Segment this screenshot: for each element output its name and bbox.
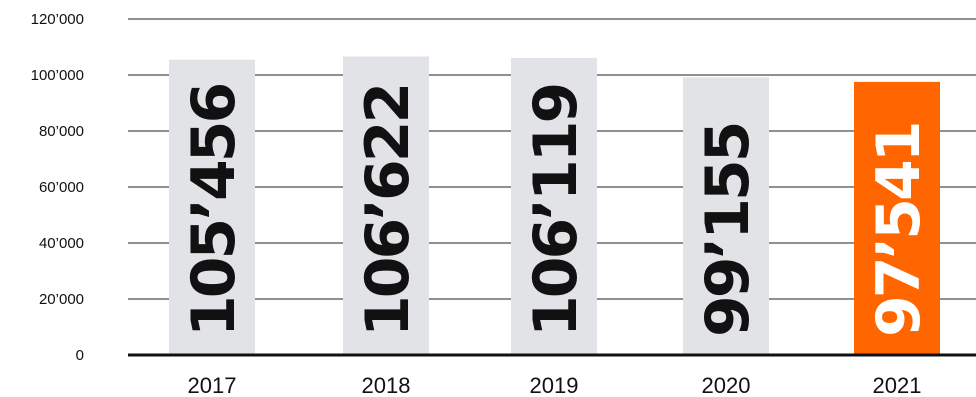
x-tick-label: 2020 [702, 373, 751, 397]
bars: 105’456 106’622 106’119 99’155 97’541 [169, 56, 940, 356]
x-tick-label: 2019 [530, 373, 579, 397]
y-tick-label: 60’000 [39, 179, 84, 196]
bar-value-label: 106’119 [521, 85, 591, 337]
y-axis-ticks: 0 20’000 40’000 60’000 80’000 100’000 120’000 [31, 11, 84, 364]
bar-value-label: 105’456 [179, 84, 249, 337]
bar-value-label: 99’155 [693, 123, 763, 337]
bar-2019 [511, 57, 597, 356]
bar-value-label: 106’622 [353, 85, 423, 337]
y-tick-label: 100’000 [31, 67, 84, 84]
y-tick-label: 80’000 [39, 123, 84, 140]
y-tick-label: 20’000 [39, 291, 84, 308]
bar-2017 [169, 59, 255, 355]
x-tick-label: 2018 [362, 373, 411, 397]
bar-2020 [683, 77, 769, 355]
x-tick-label: 2017 [188, 373, 237, 397]
bar-2021 [854, 81, 940, 356]
x-axis-ticks: 2017 2018 2019 2020 2021 [188, 373, 922, 397]
bar-2018 [343, 56, 429, 355]
bar-value-label: 97’541 [864, 123, 934, 337]
y-tick-label: 40’000 [39, 235, 84, 252]
y-tick-label: 120’000 [31, 11, 84, 28]
x-tick-label: 2021 [873, 373, 922, 397]
y-tick-label: 0 [76, 347, 84, 364]
